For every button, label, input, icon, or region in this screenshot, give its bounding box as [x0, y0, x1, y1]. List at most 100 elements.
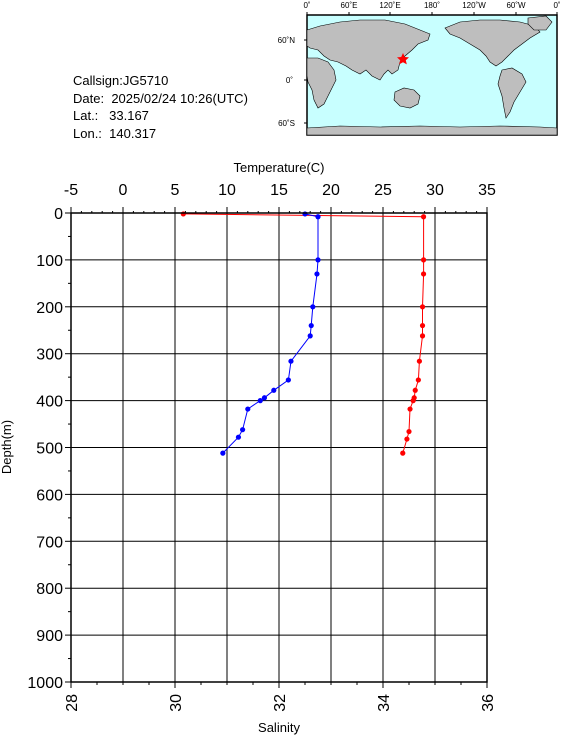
temperature-data-point: [419, 304, 426, 310]
world-map: 0˚ 60˚E 120˚E 180˚ 120˚W 60˚W 0˚ 60˚N 0˚…: [278, 1, 561, 136]
temperature-data-point: [419, 322, 426, 329]
station-marker-star: [397, 53, 409, 65]
temperature-data-point: [420, 257, 427, 263]
temperature-data-point: [410, 398, 416, 404]
salinity-data-point: [310, 304, 316, 310]
salinity-data-point: [235, 434, 242, 440]
callsign-row: Callsign:JG5710: [73, 72, 248, 90]
lat-row: Lat.: 33.167: [73, 107, 248, 125]
depth-tick-label: 200: [36, 300, 63, 317]
map-tick-lon-180: 180˚: [424, 1, 440, 10]
temperature-tick-label: 5: [171, 182, 180, 199]
depth-tick-label: 400: [36, 394, 63, 411]
salinity-data-point: [288, 358, 294, 364]
depth-tick-label: 700: [36, 534, 63, 551]
temperature-tick-label: 15: [270, 182, 288, 199]
temperature-data-point: [420, 214, 427, 220]
depth-tick-label: 500: [36, 441, 63, 458]
temperature-profile-line: [183, 213, 425, 454]
lon-value: 140.317: [109, 125, 157, 141]
temperature-data-point: [416, 358, 422, 364]
temperature-tick-label: 25: [374, 182, 392, 199]
callsign-value: JG5710: [122, 73, 169, 88]
lat-value: 33.167: [109, 108, 149, 123]
map-tick-lon-0-right: 0˚: [553, 1, 560, 10]
date-value: 2025/02/24 10:26(UTC): [111, 90, 248, 106]
salinity-data-point: [285, 377, 291, 383]
temperature-data-point: [406, 428, 412, 435]
temperature-tick-label: 0: [119, 182, 128, 199]
africa-landmass: [306, 57, 337, 109]
lon-row: Lon.: 140.317: [73, 125, 248, 143]
depth-tick-label: 100: [36, 253, 63, 270]
temperature-tick-label: 20: [322, 182, 340, 199]
salinity-axis-label: Salinity: [258, 720, 300, 735]
date-label: Date:: [73, 90, 105, 106]
chart-grid: [71, 213, 487, 682]
temperature-tick-label: 10: [218, 182, 236, 199]
salinity-data-point: [240, 427, 246, 433]
australia-landmass: [393, 87, 421, 109]
temperature-data-point: [415, 377, 421, 383]
date-row: Date: 2025/02/24 10:26(UTC): [73, 90, 248, 108]
depth-tick-label: 800: [36, 581, 63, 598]
temperature-data-point: [407, 406, 413, 412]
temperature-data-point: [420, 271, 427, 277]
map-tick-lon-120e: 120˚E: [379, 1, 400, 10]
map-frame-ticks: [304, 12, 558, 124]
salinity-profile-line: [222, 213, 319, 454]
temperature-data-point: [419, 333, 426, 339]
depth-tick-label: 0: [54, 206, 63, 223]
salinity-tick-label: 34: [376, 694, 393, 712]
salinity-data-point: [257, 398, 263, 404]
map-tick-lon-60e: 60˚E: [341, 1, 358, 10]
depth-tick-labels: 0 100 200 300 400 500 600 700 800 900 1000: [27, 206, 63, 692]
station-info: Callsign:JG5710 Date: 2025/02/24 10:26(U…: [73, 72, 248, 142]
salinity-data-point: [245, 406, 251, 412]
chart-series: [180, 211, 427, 456]
salinity-tick-label: 30: [168, 694, 185, 712]
depth-tick-label: 900: [36, 628, 63, 645]
temperature-tick-label: -5: [64, 182, 78, 199]
salinity-data-point: [308, 322, 314, 329]
salinity-data-point: [271, 387, 277, 393]
salinity-tick-label: 32: [272, 694, 289, 712]
temperature-axis-label: Temperature(C): [233, 160, 324, 175]
salinity-data-point: [220, 450, 226, 456]
north-america-landmass: [444, 19, 541, 67]
map-tick-lon-60w: 60˚W: [506, 1, 526, 10]
map-land: [306, 15, 558, 136]
temperature-data-point: [404, 436, 410, 442]
temperature-tick-labels: -5 0 5 10 15 20 25 30 35: [64, 182, 496, 199]
antarctica-landmass: [306, 125, 558, 136]
temperature-tick-label: 35: [478, 182, 496, 199]
chart-axis-ticks: [65, 207, 488, 688]
depth-tick-label: 300: [36, 347, 63, 364]
salinity-data-point: [307, 333, 313, 339]
map-top-tick-labels: 0˚ 60˚E 120˚E 180˚ 120˚W 60˚W 0˚: [303, 1, 560, 10]
map-tick-lon-120w: 120˚W: [462, 1, 486, 10]
south-america-landmass: [497, 67, 527, 119]
map-left-tick-labels: 60˚N 0˚ 60˚S: [278, 36, 296, 128]
salinity-tick-labels: 28 30 32 34 36: [64, 694, 497, 712]
callsign-label: Callsign:: [73, 73, 123, 88]
lon-label: Lon.:: [73, 125, 102, 141]
salinity-tick-label: 28: [64, 694, 81, 712]
lat-label: Lat.:: [73, 108, 99, 123]
depth-tick-label: 600: [36, 487, 63, 504]
temperature-tick-label: 30: [426, 182, 444, 199]
depth-axis-label: Depth(m): [0, 420, 14, 474]
eurasia-landmass: [306, 19, 431, 81]
temperature-data-point: [400, 450, 406, 456]
depth-tick-label: 1000: [27, 675, 63, 692]
salinity-data-point: [315, 257, 321, 263]
greenland-landmass: [527, 15, 553, 31]
map-tick-lon-0: 0˚: [303, 1, 310, 10]
salinity-data-point: [261, 395, 268, 401]
map-tick-lat-0: 0˚: [286, 76, 293, 85]
salinity-data-point: [302, 211, 308, 217]
salinity-tick-label: 36: [480, 694, 497, 712]
temperature-data-point: [412, 387, 418, 393]
map-tick-lat-60n: 60˚N: [278, 36, 296, 45]
